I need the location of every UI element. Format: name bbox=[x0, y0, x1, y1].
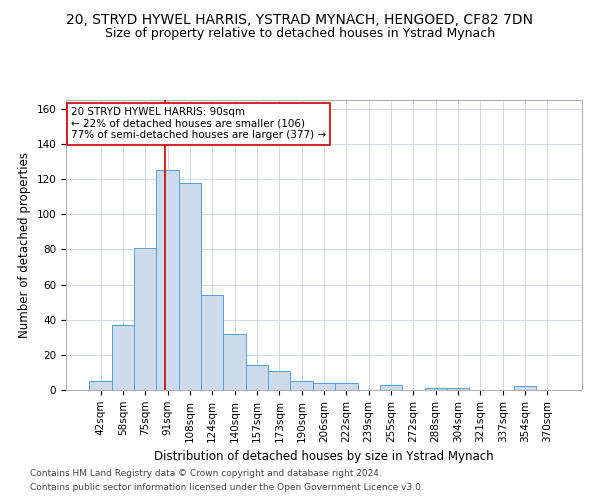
Bar bbox=[268, 370, 290, 390]
Bar bbox=[134, 248, 157, 390]
Text: 20, STRYD HYWEL HARRIS, YSTRAD MYNACH, HENGOED, CF82 7DN: 20, STRYD HYWEL HARRIS, YSTRAD MYNACH, H… bbox=[67, 12, 533, 26]
X-axis label: Distribution of detached houses by size in Ystrad Mynach: Distribution of detached houses by size … bbox=[154, 450, 494, 463]
Bar bbox=[290, 381, 313, 390]
Bar bbox=[335, 383, 358, 390]
Bar bbox=[447, 388, 469, 390]
Text: 20 STRYD HYWEL HARRIS: 90sqm
← 22% of detached houses are smaller (106)
77% of s: 20 STRYD HYWEL HARRIS: 90sqm ← 22% of de… bbox=[71, 108, 326, 140]
Bar bbox=[313, 383, 335, 390]
Bar bbox=[246, 366, 268, 390]
Bar bbox=[179, 182, 201, 390]
Text: Contains HM Land Registry data © Crown copyright and database right 2024.: Contains HM Land Registry data © Crown c… bbox=[30, 468, 382, 477]
Bar bbox=[112, 325, 134, 390]
Bar bbox=[157, 170, 179, 390]
Bar bbox=[380, 384, 402, 390]
Bar bbox=[201, 295, 223, 390]
Text: Contains public sector information licensed under the Open Government Licence v3: Contains public sector information licen… bbox=[30, 484, 424, 492]
Bar bbox=[425, 388, 447, 390]
Y-axis label: Number of detached properties: Number of detached properties bbox=[18, 152, 31, 338]
Bar bbox=[89, 381, 112, 390]
Bar bbox=[514, 386, 536, 390]
Bar bbox=[223, 334, 246, 390]
Text: Size of property relative to detached houses in Ystrad Mynach: Size of property relative to detached ho… bbox=[105, 28, 495, 40]
